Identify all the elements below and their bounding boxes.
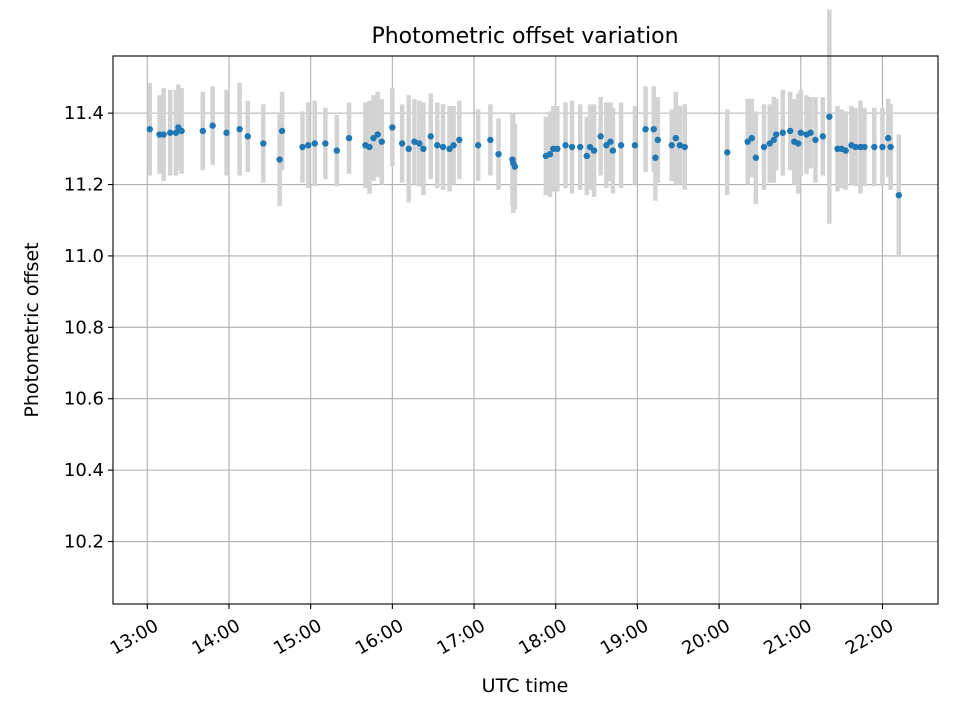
data-point	[389, 124, 396, 131]
plot-frame	[112, 55, 939, 605]
data-point	[278, 127, 286, 135]
data-point	[511, 163, 519, 170]
data-point	[562, 142, 569, 149]
data-point	[427, 133, 434, 140]
y-tick-label: 11.4	[64, 103, 104, 124]
data-point	[398, 140, 406, 147]
data-point	[797, 129, 804, 136]
data-point	[487, 136, 494, 144]
data-point	[405, 145, 412, 153]
data-point	[411, 138, 418, 145]
data-point	[807, 129, 814, 136]
data-point	[650, 125, 657, 133]
chart-title: Photometric offset variation	[371, 24, 678, 49]
data-point	[871, 143, 878, 151]
data-point	[456, 136, 463, 144]
data-point	[672, 134, 679, 142]
data-point	[311, 140, 318, 147]
y-tick-label: 10.6	[64, 389, 104, 410]
data-point	[345, 134, 353, 142]
data-point	[439, 143, 447, 151]
data-point	[895, 192, 902, 199]
data-point	[852, 143, 859, 151]
data-point	[676, 142, 684, 149]
data-point	[260, 140, 267, 147]
data-point	[366, 143, 373, 151]
data-point	[450, 142, 457, 149]
y-tick-label: 10.4	[64, 460, 104, 481]
data-point	[654, 136, 662, 144]
data-point	[160, 131, 167, 138]
y-tick-label: 11.0	[64, 246, 104, 267]
data-point	[681, 143, 688, 151]
data-point	[668, 142, 675, 149]
data-point	[583, 152, 590, 160]
data-point	[474, 142, 482, 149]
data-point	[420, 145, 427, 153]
data-point	[773, 131, 780, 138]
data-point	[236, 125, 243, 133]
data-point	[748, 134, 755, 142]
y-axis-label: Photometric offset	[21, 242, 43, 417]
data-point	[322, 140, 329, 147]
data-point	[770, 136, 778, 144]
data-points	[146, 113, 902, 199]
data-point	[276, 156, 283, 163]
data-point	[554, 145, 561, 153]
y-axis-ticks: 10.2 10.4 10.6 10.8 11.0 11.2 11.4	[64, 103, 113, 553]
data-point	[609, 147, 617, 154]
data-point	[223, 129, 230, 136]
data-point	[166, 129, 174, 136]
data-point	[434, 142, 441, 149]
data-point	[305, 142, 312, 149]
data-point	[299, 143, 306, 151]
data-point	[374, 131, 381, 138]
data-point	[577, 143, 584, 151]
data-point	[568, 143, 576, 151]
data-point	[333, 147, 341, 154]
data-point	[779, 129, 787, 136]
data-point	[724, 149, 731, 156]
data-point	[244, 133, 251, 140]
data-point	[378, 138, 385, 145]
data-point	[597, 133, 604, 140]
data-point	[172, 129, 180, 136]
data-point	[652, 154, 659, 161]
data-point	[607, 138, 614, 145]
data-point	[826, 113, 833, 120]
data-point	[887, 143, 894, 151]
y-tick-label: 10.2	[64, 532, 104, 553]
data-point	[416, 140, 423, 147]
data-point	[786, 127, 794, 135]
data-point	[795, 140, 802, 147]
data-point	[146, 125, 153, 133]
data-point	[812, 136, 819, 144]
data-point	[617, 142, 625, 149]
data-point	[879, 143, 886, 151]
x-axis-label: UTC time	[482, 675, 569, 697]
data-point	[642, 125, 649, 133]
data-point	[760, 143, 768, 151]
data-point	[546, 150, 554, 158]
data-point	[884, 134, 892, 142]
data-point	[209, 122, 216, 129]
data-point	[861, 143, 868, 151]
data-point	[842, 147, 849, 154]
y-tick-label: 11.2	[64, 175, 104, 196]
data-point	[178, 127, 185, 135]
data-point	[199, 127, 207, 135]
data-point	[495, 150, 502, 158]
data-point	[631, 142, 639, 149]
data-point	[752, 154, 760, 161]
data-point	[590, 147, 598, 154]
y-tick-label: 10.8	[64, 317, 104, 338]
data-point	[819, 133, 827, 140]
